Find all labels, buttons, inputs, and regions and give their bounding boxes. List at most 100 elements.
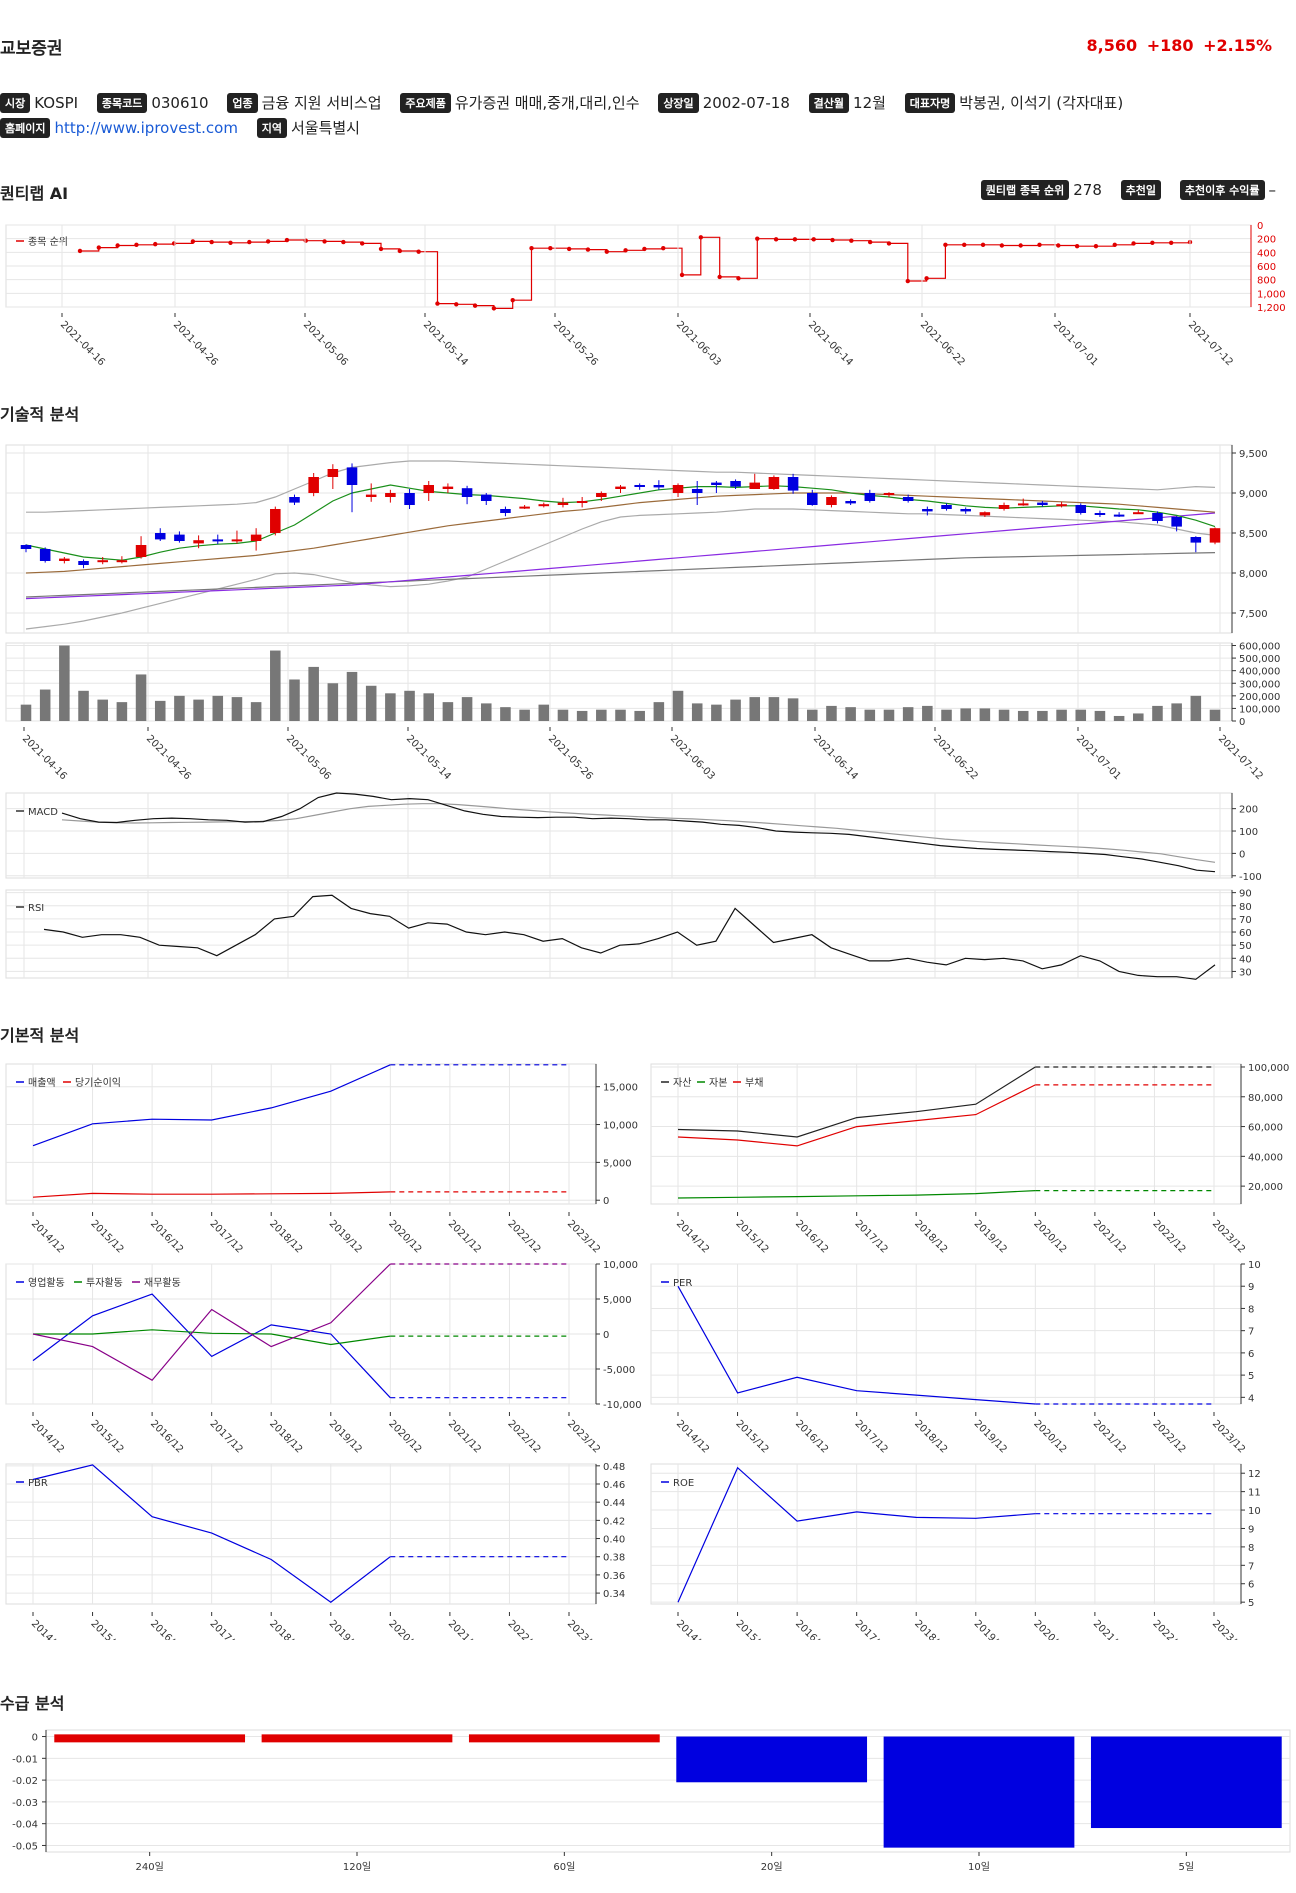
sales-series-line [32,1064,391,1147]
roe-x-tick-label: 2022/12 [1150,1618,1187,1640]
rank-point [341,239,346,245]
candle-body [20,545,32,549]
pbr-y-tick-label: 0.42 [603,1516,625,1527]
volume-bar [826,705,837,721]
candle-body [711,482,722,485]
candle-body [1171,517,1182,527]
pbr-x-tick-label: 2021/12 [446,1618,483,1640]
volume-bar [691,703,703,721]
candle-body [1209,528,1221,543]
candle-body [500,509,511,513]
sales-x-tick-label: 2015/12 [88,1218,125,1255]
volume-bar [653,702,665,721]
rank-point [585,247,591,252]
rank-point [661,246,666,251]
rank-point [1168,240,1174,245]
sales-x-tick-label: 2020/12 [386,1218,423,1255]
pbr-x-tick-label: 2023/12 [565,1618,602,1640]
ceo-value: 박봉권, 이석기 (각자대표) [959,94,1124,112]
candle-body [461,488,473,497]
per-x-tick-label: 2016/12 [793,1418,830,1455]
volume-bar [538,704,550,721]
rank-point [1037,242,1042,248]
per-legend-label: PER [673,1278,692,1289]
sales-x-tick-label: 2018/12 [267,1218,304,1255]
rank-point [811,237,816,242]
assets-x-tick-label: 2021/12 [1091,1218,1128,1255]
rank-point [247,239,252,245]
roe-x-tick-label: 2023/12 [1210,1618,1247,1640]
supply-bar [1090,1736,1282,1829]
rank-point [134,242,139,248]
assets-x-tick-label: 2015/12 [733,1218,770,1255]
cashflow-x-tick-label: 2016/12 [148,1418,185,1455]
assets-x-tick-label: 2014/12 [674,1218,711,1255]
candle-body [404,493,415,505]
cashflow-legend-label: 투자활동 [86,1276,123,1289]
rsi-y-tick-label: 50 [1239,941,1252,952]
cashflow-y-tick-label: 0 [603,1330,609,1341]
roe-x-tick-label: 2016/12 [793,1618,830,1640]
rank-point [96,245,102,250]
rank-point [510,297,515,303]
roe-x-tick-label: 2021/12 [1091,1618,1128,1640]
bollinger-upper [26,460,1216,513]
supply-y-tick-label: -0.04 [12,1820,38,1831]
rsi-y-tick-label: 40 [1239,954,1252,965]
candle-body [864,493,876,501]
volume-bar [1113,715,1125,721]
candle-body [193,540,204,544]
cashflow-x-tick-label: 2023/12 [565,1418,602,1455]
sales-x-tick-label: 2023/12 [565,1218,602,1255]
candle-body [250,534,262,541]
volume-bar [864,709,876,721]
volume-bar [807,709,818,721]
rec-date-tag: 추천일 [1120,180,1162,200]
volume-bar [941,709,952,721]
candle-body [1075,505,1087,513]
fiscal-month-tag: 결산월 [808,92,850,113]
candle-body [212,539,224,542]
cashflow-x-tick-label: 2017/12 [208,1418,245,1455]
candle-body [116,560,128,563]
cashflow-x-tick-label: 2022/12 [505,1418,542,1455]
volume-frame [5,642,1233,722]
candle-body [1190,537,1202,543]
rank-x-tick-label: 2021-05-06 [301,319,350,368]
volume-x-tick-label: 2021-04-26 [144,733,193,782]
candle-body [1152,513,1163,521]
volume-bar [902,707,914,721]
cashflow-y-tick-label: -10,000 [603,1400,642,1411]
volume-bar [787,698,799,721]
supply-x-tick-label: 5일 [1179,1861,1195,1873]
per-x-tick-label: 2023/12 [1210,1418,1247,1455]
roe-x-tick-label: 2019/12 [972,1618,1009,1640]
candle-body [1037,502,1048,505]
supply-bar [54,1734,246,1743]
assets-x-tick-label: 2022/12 [1150,1218,1187,1255]
volume-bar [289,679,300,721]
volume-bar [749,697,761,721]
rank-point [773,237,779,242]
sales-series-line [32,1191,391,1198]
cashflow-x-tick-label: 2021/12 [446,1418,483,1455]
volume-y-tick-label: 500,000 [1239,654,1280,665]
pbr-frame [5,1463,597,1605]
per-x-tick-label: 2018/12 [912,1418,949,1455]
supply-bar [468,1734,660,1743]
rank-point [416,249,421,254]
candle-body [615,486,626,489]
volume-bar [845,707,856,721]
supply-frame [45,1729,1291,1853]
volume-y-tick-label: 600,000 [1239,642,1280,653]
candle-body [691,489,703,493]
pbr-x-tick-label: 2020/12 [386,1618,423,1640]
cashflow-series-line [32,1293,391,1399]
homepage-link[interactable]: http://www.iprovest.com [54,118,238,137]
candle-body [845,501,856,504]
sales-x-tick-label: 2017/12 [208,1218,245,1255]
cashflow-x-tick-label: 2015/12 [88,1418,125,1455]
industry-value: 금융 지원 서비스업 [261,94,382,112]
volume-bar [346,671,358,721]
macd-y-tick-label: 100 [1239,827,1258,838]
